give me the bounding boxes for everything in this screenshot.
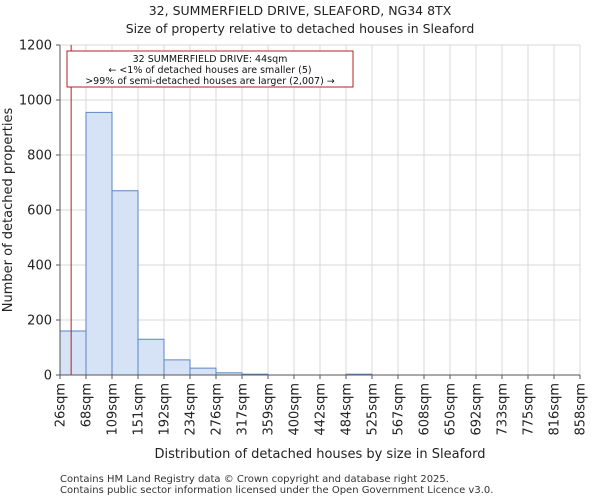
x-tick-label: 26sqm <box>54 383 69 427</box>
x-tick-label: 234sqm <box>184 383 199 436</box>
y-tick-label: 600 <box>27 204 52 219</box>
x-tick-label: 650sqm <box>444 383 459 436</box>
y-tick-label: 1000 <box>19 94 52 109</box>
x-tick-label: 692sqm <box>470 383 485 436</box>
y-axis-label: Number of detached properties <box>1 108 16 313</box>
annotation-line-3: >99% of semi-detached houses are larger … <box>85 76 335 87</box>
footer-licence: Contains public sector information licen… <box>60 485 494 496</box>
x-tick-label: 192sqm <box>158 383 173 436</box>
x-tick-label: 151sqm <box>132 383 147 436</box>
bar <box>59 330 87 376</box>
x-axis-label: Distribution of detached houses by size … <box>155 447 486 462</box>
annotation-line-2: ← <1% of detached houses are smaller (5) <box>108 65 311 76</box>
bar <box>111 190 139 376</box>
x-tick-label: 109sqm <box>106 383 121 436</box>
chart-title: 32, SUMMERFIELD DRIVE, SLEAFORD, NG34 8T… <box>148 3 452 18</box>
bar <box>163 359 191 376</box>
x-tick-label: 359sqm <box>262 383 277 436</box>
y-tick-label: 200 <box>27 314 52 329</box>
x-tick-label: 733sqm <box>496 383 511 436</box>
x-tick-label: 608sqm <box>418 383 433 436</box>
bar <box>85 111 113 376</box>
x-tick-label: 858sqm <box>574 383 589 436</box>
x-tick-label: 775sqm <box>522 383 537 436</box>
x-tick-label: 567sqm <box>392 383 407 436</box>
axes <box>56 44 581 379</box>
annotation-frame <box>66 50 354 88</box>
x-tick-label: 400sqm <box>288 383 303 436</box>
x-tick-label: 276sqm <box>210 383 225 436</box>
y-tick-label: 0 <box>44 369 52 384</box>
chart-subtitle: Size of property relative to detached ho… <box>125 21 475 36</box>
annotation-box: 32 SUMMERFIELD DRIVE: 44sqm ← <1% of det… <box>66 50 354 88</box>
x-tick-label: 442sqm <box>314 383 329 436</box>
x-tick-label: 816sqm <box>548 383 563 436</box>
y-tick-label: 800 <box>27 149 52 164</box>
footer-copyright: Contains HM Land Registry data © Crown c… <box>60 474 449 485</box>
x-tick-label: 484sqm <box>340 383 355 436</box>
tick-labels: 0 200 400 600 800 1000 1200 26sqm 68sqm 109sqm 151… <box>19 39 589 436</box>
y-tick-label: 1200 <box>19 39 52 54</box>
x-tick-label: 525sqm <box>366 383 381 436</box>
annotation-line-1: 32 SUMMERFIELD DRIVE: 44sqm <box>133 54 288 65</box>
x-tick-label: 68sqm <box>80 383 95 427</box>
bar <box>189 367 217 376</box>
bar <box>137 338 165 376</box>
x-tick-label: 317sqm <box>236 383 251 436</box>
y-tick-label: 400 <box>27 259 52 274</box>
